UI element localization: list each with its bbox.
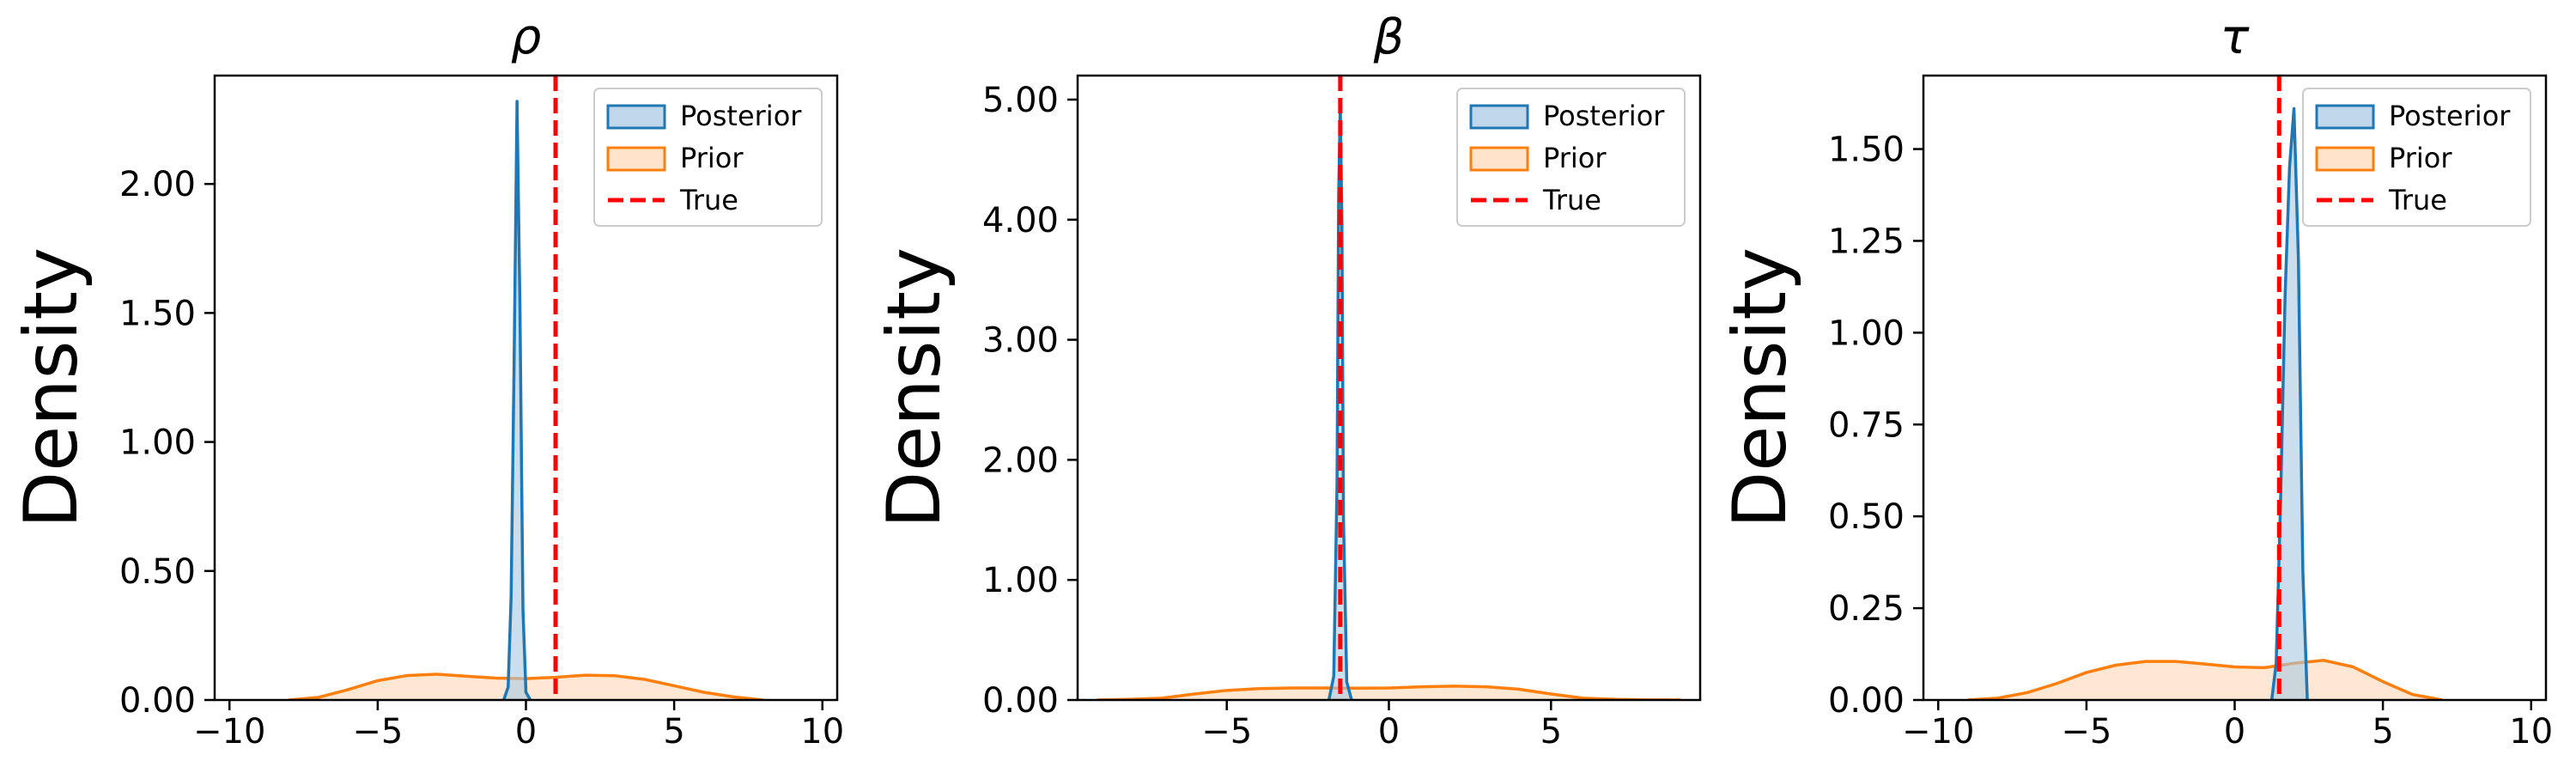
legend-swatch-posterior (606, 104, 666, 130)
legend: Posterior Prior True (2302, 88, 2531, 227)
legend-label-true: True (2388, 184, 2447, 216)
legend-label-posterior: Posterior (2389, 100, 2511, 132)
legend-swatch-posterior (2315, 104, 2375, 130)
plot-area (1967, 76, 2443, 700)
x-tick-label: 5 (663, 712, 684, 752)
x-tick-label: 10 (800, 712, 844, 752)
posterior-line (2269, 107, 2309, 700)
legend-label-posterior: Posterior (680, 100, 802, 132)
x-tick-label: −5 (2061, 712, 2111, 752)
y-tick-label: 2.00 (119, 165, 196, 204)
legend-swatch-prior (1469, 146, 1529, 172)
legend-label-posterior: Posterior (1543, 100, 1665, 132)
y-tick-label: 1.00 (1828, 313, 1905, 353)
y-tick-label: 0.50 (1828, 497, 1905, 537)
y-tick-label: 1.50 (119, 294, 196, 333)
legend-swatch-posterior (1469, 104, 1529, 130)
legend-label-prior: Prior (2389, 142, 2452, 174)
prior-fill (1967, 660, 2443, 700)
y-tick-label: 1.25 (1828, 222, 1905, 261)
y-tick-label: 4.00 (982, 201, 1059, 240)
y-tick-label: 0.75 (1828, 405, 1905, 445)
legend-swatch-prior (606, 146, 666, 172)
x-tick-label: −5 (1201, 712, 1252, 752)
legend-label-true: True (1542, 184, 1601, 216)
legend: Posterior Prior True (593, 88, 823, 227)
y-tick-label: 1.00 (982, 561, 1059, 600)
y-tick-label: 1.00 (119, 423, 196, 463)
y-tick-label: 0.00 (119, 681, 196, 721)
subplot-title: β (1373, 9, 1405, 65)
x-tick-label: 10 (2509, 712, 2553, 752)
y-tick-label: 0.25 (1828, 589, 1905, 629)
x-tick-label: 0 (2224, 712, 2245, 752)
y-tick-label: 3.00 (982, 321, 1059, 361)
legend-swatch-prior (2315, 146, 2375, 172)
y-tick-label: 0.00 (982, 681, 1059, 721)
x-tick-label: −5 (352, 712, 403, 752)
x-tick-label: 5 (2372, 712, 2393, 752)
y-axis-label: Density (9, 247, 94, 528)
posterior-fill (503, 101, 531, 700)
legend-label-true: True (679, 184, 738, 216)
prior-line (1967, 659, 2443, 700)
x-tick-label: 0 (1378, 712, 1400, 752)
subplot-3: −10 −5 0 5 10 0.00 0.25 0.50 0.75 1.00 1.25 1.50 τ De… (1717, 9, 2553, 752)
subplot-title: τ (2221, 9, 2250, 65)
subplot-1: −10 −5 0 5 10 0.00 0.50 1.00 1.50 2.00 ρ Density Pos… (9, 9, 844, 752)
posterior-line (501, 100, 532, 700)
legend-label-prior: Prior (680, 142, 744, 174)
y-tick-label: 0.50 (119, 552, 196, 592)
y-axis-label: Density (1717, 247, 1803, 528)
y-tick-label: 5.00 (982, 81, 1059, 120)
legend-label-prior: Prior (1543, 142, 1607, 174)
legend: Posterior Prior True (1456, 88, 1686, 227)
plot-area (289, 76, 763, 700)
x-tick-label: 0 (515, 712, 537, 752)
y-tick-label: 2.00 (982, 441, 1059, 480)
plot-area (1097, 76, 1681, 700)
x-tick-label: 5 (1540, 712, 1562, 752)
y-tick-label: 1.50 (1828, 131, 1905, 170)
x-tick-label: −10 (1902, 712, 1974, 752)
subplot-2: −5 0 5 0.00 1.00 2.00 3.00 4.00 5.00 β Density Post… (872, 9, 1702, 752)
y-tick-label: 0.00 (1828, 681, 1905, 721)
y-axis-label: Density (872, 247, 957, 528)
subplot-title: ρ (511, 9, 542, 65)
x-tick-label: −10 (193, 712, 265, 752)
prior-line (1097, 685, 1681, 700)
